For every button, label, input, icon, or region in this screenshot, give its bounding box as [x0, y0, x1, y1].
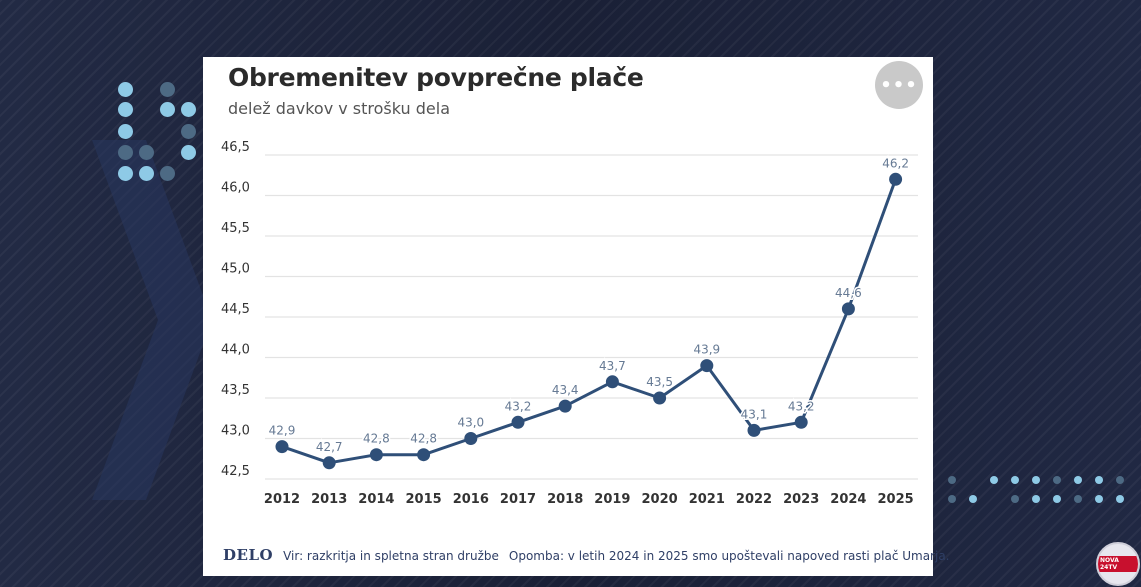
x-tick-label: 2016 [453, 492, 489, 507]
x-tick-label: 2019 [594, 492, 630, 507]
x-tick-label: 2023 [783, 492, 819, 507]
line-chart: 42,5 43,0 43,5 44,0 44,5 45,0 45,5 46,0 46,5 201… [221, 140, 918, 507]
x-tick-label: 2025 [878, 492, 914, 507]
data-label: 42,7 [316, 440, 343, 454]
data-label: 46,2 [882, 156, 909, 170]
data-label: 42,9 [269, 424, 296, 438]
y-tick-label: 45,5 [221, 221, 250, 236]
data-point [558, 399, 572, 413]
data-point [417, 448, 431, 462]
y-tick-label: 44,5 [221, 302, 250, 317]
grid-lines [265, 154, 918, 480]
y-tick-label: 46,0 [221, 181, 250, 196]
y-tick-label: 42,5 [221, 464, 250, 479]
data-label: 42,8 [363, 432, 390, 446]
data-point [464, 432, 478, 445]
chart-subtitle: delež davkov v strošku dela [228, 99, 451, 118]
series-polyline [281, 178, 898, 465]
y-tick-label: 45,0 [221, 262, 250, 277]
source-text: Vir: razkritja in spletna stran družbe [283, 549, 499, 563]
data-point [511, 415, 525, 429]
x-tick-label: 2015 [406, 492, 442, 507]
chart-card: Obremenitev povprečne plače delež davkov… [203, 57, 950, 576]
data-label: 43,1 [741, 407, 768, 421]
series-line [281, 178, 898, 465]
data-point [369, 448, 383, 462]
y-tick-label: 43,5 [221, 383, 250, 398]
y-tick-label: 43,0 [221, 424, 250, 439]
more-icon: ••• [880, 74, 918, 96]
data-point [700, 359, 714, 373]
y-tick-label: 44,0 [221, 343, 250, 358]
data-point [794, 415, 808, 429]
x-tick-label: 2012 [264, 492, 300, 507]
data-label: 43,5 [646, 375, 673, 389]
data-point [889, 172, 903, 186]
data-label: 43,2 [505, 399, 532, 413]
y-tick-label: 46,5 [221, 140, 250, 155]
data-labels: 42,9 42,7 42,8 42,8 43,0 43,2 43,4 43,7 43,5 43,9… [267, 155, 910, 455]
x-tick-label: 2020 [642, 492, 678, 507]
data-label: 44,6 [835, 286, 862, 300]
x-tick-label: 2017 [500, 492, 536, 507]
note-text: Opomba: v letih 2024 in 2025 smo upoštev… [508, 549, 950, 563]
x-tick-label: 2018 [547, 492, 583, 507]
chart-footer: DELO Vir: razkritja in spletna stran dru… [223, 546, 950, 564]
data-label: 43,9 [693, 343, 720, 357]
data-label: 43,4 [552, 383, 579, 397]
more-options-button[interactable]: ••• [875, 61, 923, 109]
data-point [322, 456, 336, 470]
data-label: 42,8 [410, 432, 437, 446]
chart-title: Obremenitev povprečne plače [228, 63, 644, 92]
x-tick-label: 2021 [689, 492, 725, 507]
data-label: 43,7 [599, 359, 626, 373]
data-label: 43,0 [457, 416, 484, 430]
x-tick-label: 2022 [736, 492, 772, 507]
data-point [275, 440, 289, 454]
data-point [841, 302, 855, 316]
data-point [747, 423, 761, 437]
data-label: 43,2 [788, 399, 815, 413]
channel-logo-text: NOVA 24TV [1098, 556, 1138, 572]
data-point [653, 391, 667, 405]
series-points [275, 172, 903, 470]
x-tick-label: 2014 [358, 492, 394, 507]
x-tick-label: 2024 [830, 492, 866, 507]
x-tick-label: 2013 [311, 492, 347, 507]
delo-logo: DELO [223, 546, 274, 564]
channel-logo: NOVA 24TV [1096, 542, 1140, 586]
data-point [605, 375, 619, 389]
x-axis-ticks: 2012 2013 2014 2015 2016 2017 2018 2019 2020 2021… [264, 492, 914, 507]
y-axis-ticks: 42,5 43,0 43,5 44,0 44,5 45,0 45,5 46,0 46,5 [221, 140, 250, 479]
